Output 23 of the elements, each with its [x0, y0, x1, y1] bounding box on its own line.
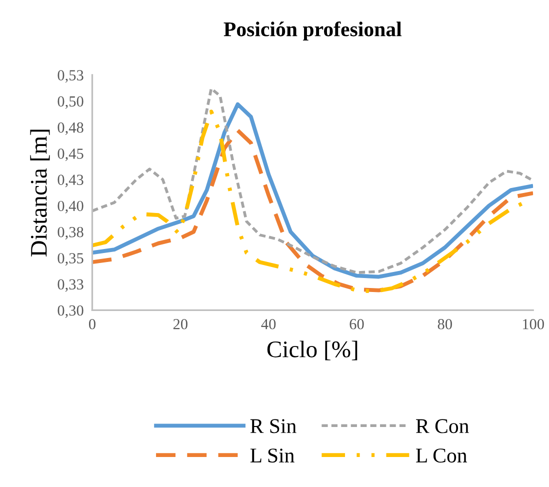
y-tick-label: 0,33	[58, 279, 84, 292]
chart-title: Posición profesional	[224, 21, 402, 41]
y-tick-label: 0,43	[58, 174, 84, 188]
x-tick-label: 40	[261, 318, 276, 330]
x-axis-title: Ciclo [%]	[267, 340, 358, 360]
x-tick-label: 0	[88, 318, 96, 330]
y-tick-label: 0,53	[58, 70, 84, 83]
y-tick-label: 0,50	[58, 96, 84, 109]
y-tick-label: 0,40	[58, 200, 84, 214]
legend-label: L Sin	[250, 448, 294, 463]
x-tick-label: 80	[438, 318, 452, 330]
x-tick-label: 100	[522, 318, 544, 330]
y-axis-title: Distancia [m]	[30, 130, 50, 257]
legend-label: R Con	[416, 419, 469, 434]
legend-label: L Con	[416, 448, 467, 463]
x-tick-label: 20	[173, 318, 188, 330]
y-tick-label: 0,45	[58, 148, 84, 162]
y-tick-label: 0,35	[58, 253, 84, 266]
y-tick-label: 0,48	[58, 122, 84, 135]
y-tick-label: 0,38	[58, 226, 84, 240]
legend-label: R Sin	[250, 419, 296, 434]
y-tick-label: 0,30	[58, 305, 84, 318]
x-tick-label: 60	[350, 318, 364, 330]
